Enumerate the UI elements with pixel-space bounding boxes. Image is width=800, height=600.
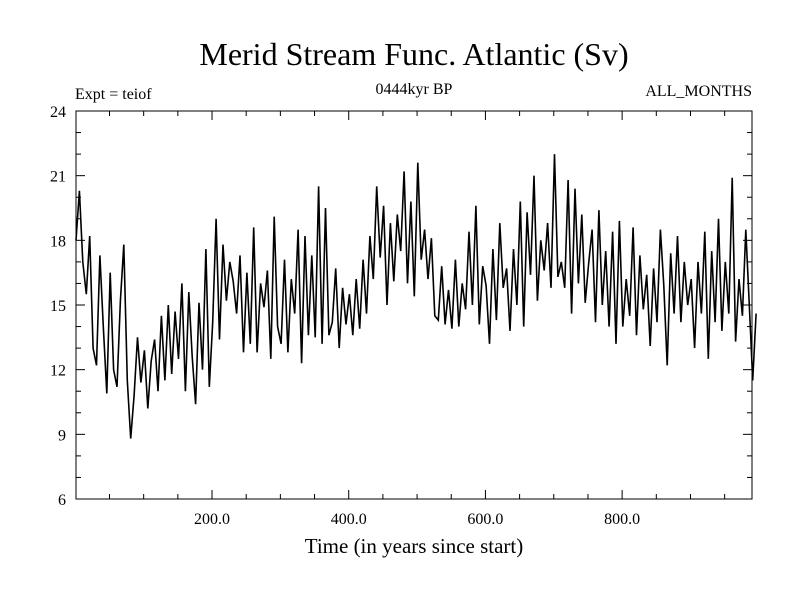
months-label: ALL_MONTHS	[645, 83, 752, 100]
series-line	[75, 154, 757, 439]
x-tick-label: 200.0	[194, 511, 230, 528]
y-tick-label: 12	[50, 363, 66, 380]
chart-title: Merid Stream Func. Atlantic (Sv)	[199, 36, 628, 72]
plot-frame	[75, 110, 753, 500]
y-axis: 6 9 12 15 18 21 24	[50, 104, 752, 509]
series-group	[75, 154, 757, 439]
experiment-label: Expt = teiof	[75, 86, 152, 103]
y-tick-label: 24	[50, 104, 66, 121]
x-tick-label: 400.0	[331, 511, 367, 528]
y-tick-label: 6	[58, 492, 66, 509]
x-tick-label: 600.0	[467, 511, 503, 528]
y-tick-label: 15	[50, 298, 66, 315]
x-tick-label: 800.0	[604, 511, 640, 528]
period-label: 0444kyr BP	[376, 81, 453, 98]
y-tick-label: 18	[50, 233, 66, 250]
y-tick-label: 21	[50, 169, 66, 186]
x-axis: 200.0 400.0 600.0 800.0	[108, 111, 726, 528]
y-tick-label: 9	[58, 427, 66, 444]
x-axis-label: Time (in years since start)	[305, 534, 524, 558]
